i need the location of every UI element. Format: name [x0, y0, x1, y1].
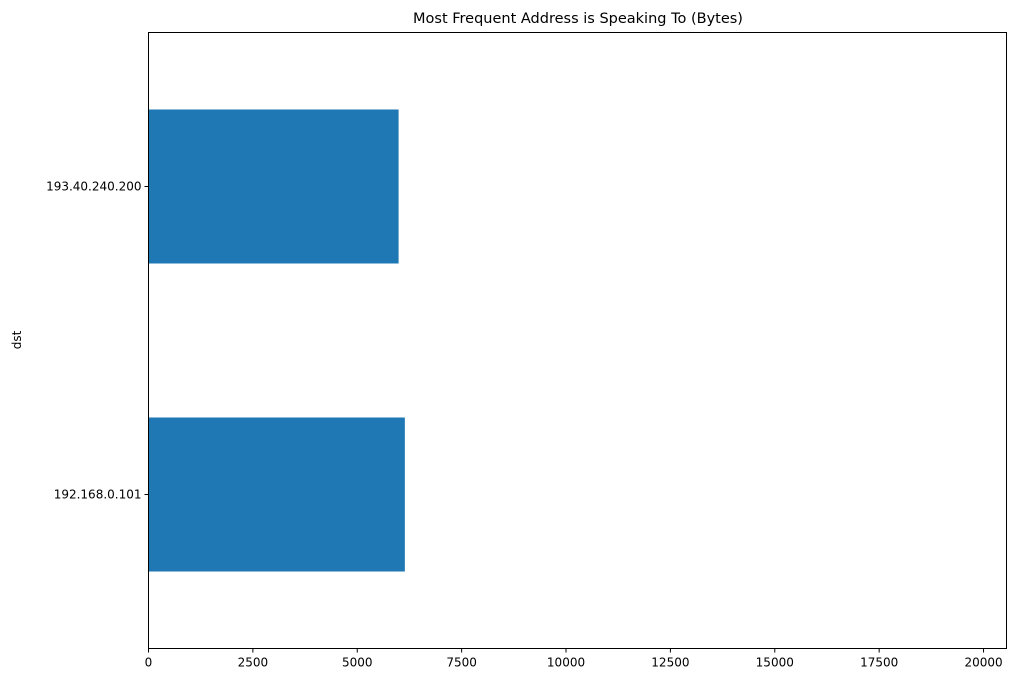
- x-tick-label: 10000: [547, 656, 585, 670]
- x-tick-label: 0: [145, 656, 153, 670]
- ticks-layer: 193.40.240.200 192.168.0.101 0 2500 5000 7500…: [46, 180, 1003, 670]
- x-tick-label: 15000: [756, 656, 794, 670]
- y-tick-label: 192.168.0.101: [54, 488, 142, 502]
- y-axis-label: dst: [10, 330, 24, 349]
- y-tick-label: 193.40.240.200: [46, 180, 141, 194]
- plot-frame: [148, 32, 1007, 649]
- chart-title: Most Frequent Address is Speaking To (By…: [413, 11, 743, 27]
- x-tick-label: 2500: [238, 656, 269, 670]
- bar: [148, 109, 399, 264]
- bars-layer: [148, 109, 405, 572]
- x-tick-label: 12500: [651, 656, 689, 670]
- x-tick-label: 17500: [860, 656, 898, 670]
- x-tick-label: 20000: [964, 656, 1002, 670]
- x-tick-label: 5000: [342, 656, 373, 670]
- x-tick-label: 7500: [446, 656, 477, 670]
- bar: [148, 417, 405, 572]
